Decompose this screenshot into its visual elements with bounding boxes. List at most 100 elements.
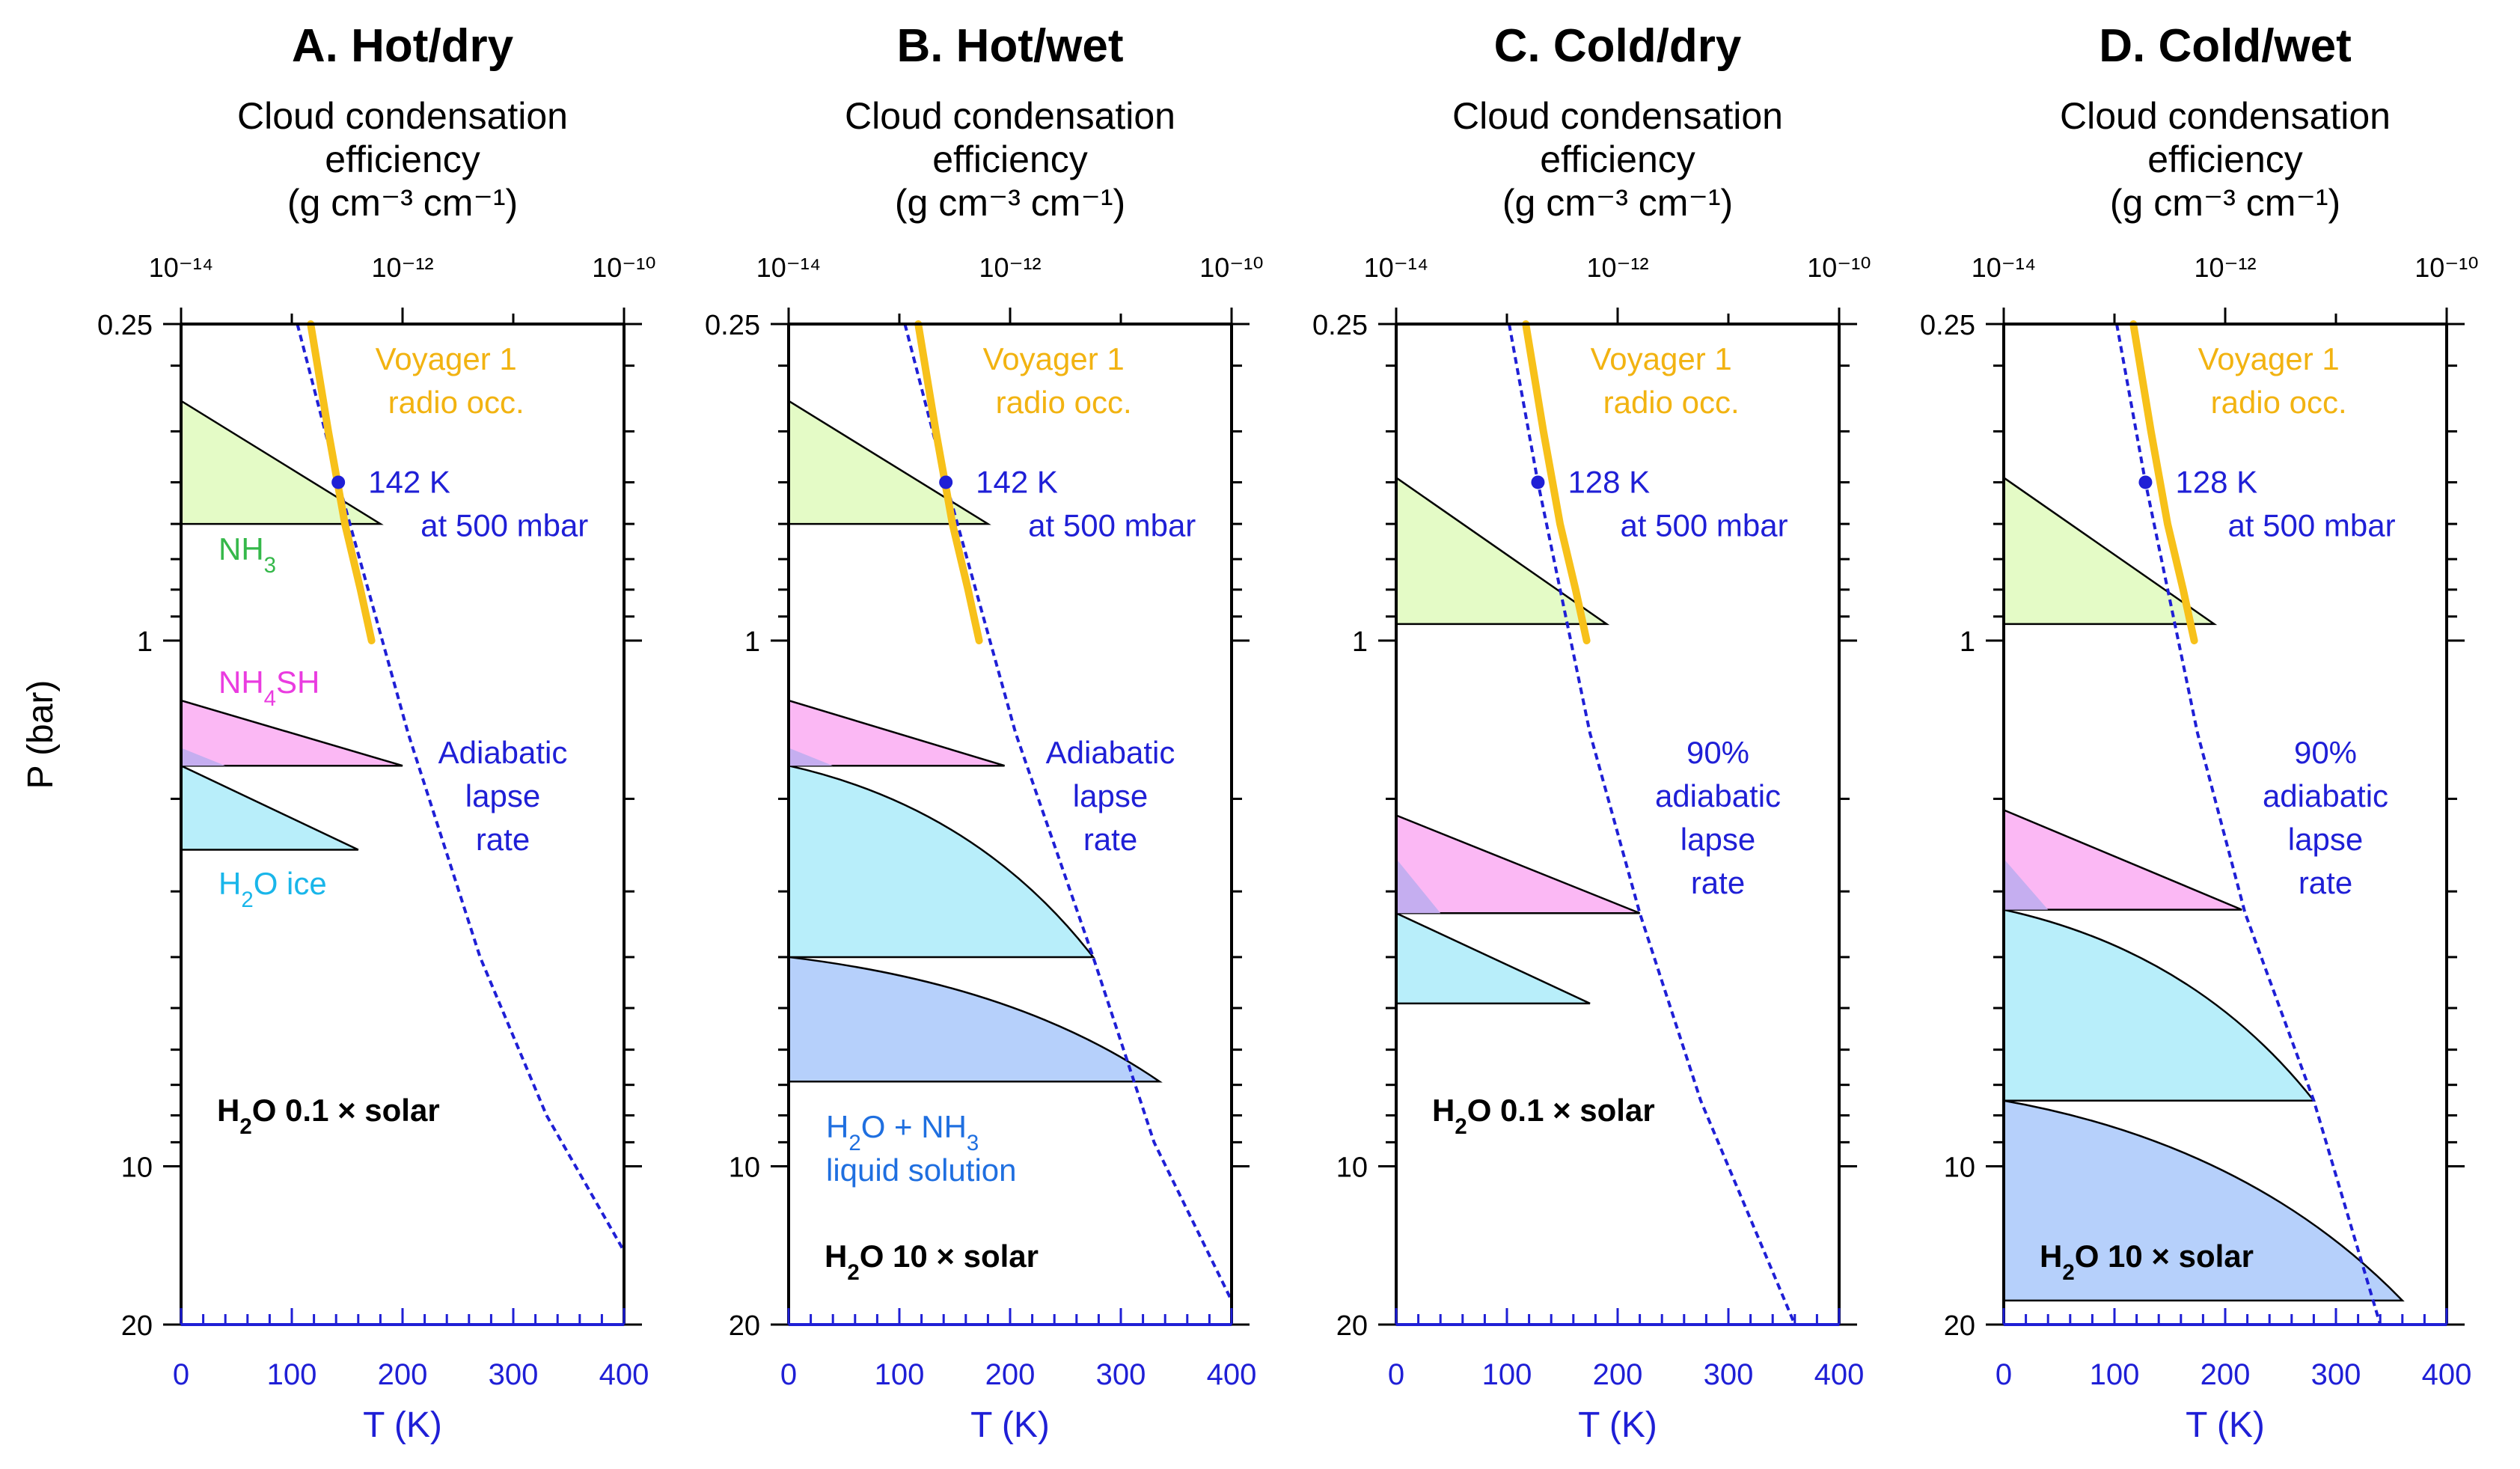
reference-point-marker bbox=[939, 475, 953, 489]
cloud-h2o_ice bbox=[787, 764, 1095, 959]
cloud-nh4sh bbox=[787, 699, 1005, 767]
p-tick-label: 20 bbox=[729, 1310, 760, 1342]
t-tick-label: 200 bbox=[2201, 1358, 2251, 1391]
p-tick-label: 10 bbox=[729, 1152, 760, 1184]
label-nh4sh: NH4SH bbox=[218, 665, 319, 711]
label-solution: liquid solution bbox=[826, 1152, 1017, 1188]
panel-b: B. Hot/wet Cloud condensationefficiency(g… bbox=[705, 20, 1264, 1445]
p-tick-label: 10 bbox=[1944, 1152, 1975, 1184]
p-tick-label: 0.25 bbox=[705, 310, 760, 341]
voyager-label: Voyager 1 bbox=[1591, 341, 1732, 376]
p-tick-label: 1 bbox=[744, 626, 760, 658]
panel-c: C. Cold/dry Cloud condensationefficiency(… bbox=[1312, 20, 1871, 1445]
reference-point-label: at 500 mbar bbox=[420, 507, 588, 543]
t-tick-label: 400 bbox=[1814, 1358, 1865, 1391]
top-axis-title-line: efficiency bbox=[2147, 138, 2303, 180]
voyager-label: radio occ. bbox=[388, 385, 525, 420]
cloud-solution bbox=[2002, 1099, 2405, 1302]
composition-label: H2O 10 × solar bbox=[2040, 1239, 2254, 1285]
top-tick-label: 10⁻¹⁴ bbox=[1364, 252, 1429, 283]
top-tick-label: 10⁻¹² bbox=[371, 252, 433, 283]
top-tick-label: 10⁻¹⁴ bbox=[1972, 252, 2037, 283]
top-axis-title-line: (g cm⁻³ cm⁻¹) bbox=[895, 182, 1125, 224]
panel-a: A. Hot/dry Cloud condensationefficiency(g… bbox=[21, 20, 656, 1445]
reference-point-label: 142 K bbox=[976, 464, 1058, 499]
cloud-nh3 bbox=[180, 399, 384, 525]
top-axis-title-line: (g cm⁻³ cm⁻¹) bbox=[2110, 182, 2340, 224]
adiabat-label: rate bbox=[476, 822, 530, 857]
reference-point-label: 142 K bbox=[368, 464, 450, 499]
adiabat-label: 90% bbox=[1686, 735, 1749, 770]
top-axis-title-line: efficiency bbox=[932, 138, 1088, 180]
t-tick-label: 300 bbox=[1704, 1358, 1754, 1391]
top-tick-label: 10⁻¹⁰ bbox=[1807, 252, 1871, 283]
t-tick-label: 0 bbox=[1995, 1358, 2012, 1391]
t-tick-label: 0 bbox=[173, 1358, 189, 1391]
top-tick-label: 10⁻¹⁴ bbox=[149, 252, 214, 283]
top-tick-label: 10⁻¹² bbox=[2194, 252, 2256, 283]
panel-title: C. Cold/dry bbox=[1494, 20, 1742, 72]
voyager-profile bbox=[2129, 320, 2198, 644]
x-axis-label: T (K) bbox=[1578, 1405, 1657, 1445]
t-tick-label: 100 bbox=[1482, 1358, 1532, 1391]
t-tick-label: 300 bbox=[2311, 1358, 2361, 1391]
cloud-h2o_ice bbox=[180, 764, 359, 851]
reference-point-label: 128 K bbox=[1568, 464, 1650, 499]
top-tick-label: 10⁻¹² bbox=[1586, 252, 1648, 283]
voyager-profile bbox=[307, 320, 376, 644]
top-axis-title-line: efficiency bbox=[325, 138, 480, 180]
composition-label: H2O 0.1 × solar bbox=[1432, 1093, 1655, 1139]
composition-label: H2O 10 × solar bbox=[825, 1239, 1039, 1285]
adiabat-label: rate bbox=[1691, 865, 1745, 900]
p-tick-label: 1 bbox=[137, 626, 153, 658]
adiabat-label: lapse bbox=[1073, 778, 1148, 813]
top-axis-title-line: (g cm⁻³ cm⁻¹) bbox=[1502, 182, 1733, 224]
p-tick-label: 1 bbox=[1352, 626, 1368, 658]
top-tick-label: 10⁻¹² bbox=[979, 252, 1041, 283]
cloud-h2o_ice bbox=[1395, 911, 1591, 1005]
adiabat-label: Adiabatic bbox=[1046, 735, 1175, 770]
adiabat-label: rate bbox=[2299, 865, 2352, 900]
t-tick-label: 100 bbox=[875, 1358, 925, 1391]
adiabat-label: Adiabatic bbox=[438, 735, 568, 770]
voyager-profile bbox=[1522, 320, 1591, 644]
t-tick-label: 0 bbox=[1388, 1358, 1404, 1391]
top-axis-title-line: (g cm⁻³ cm⁻¹) bbox=[287, 182, 518, 224]
adiabat-label: lapse bbox=[465, 778, 540, 813]
p-tick-label: 10 bbox=[121, 1152, 153, 1184]
cloud-overlap bbox=[789, 748, 834, 766]
panel-d: D. Cold/wet Cloud condensationefficiency(… bbox=[1920, 20, 2479, 1445]
voyager-label: radio occ. bbox=[1603, 385, 1740, 420]
voyager-label: radio occ. bbox=[2211, 385, 2347, 420]
reference-point-marker bbox=[1531, 475, 1545, 489]
t-tick-label: 200 bbox=[1593, 1358, 1643, 1391]
t-tick-label: 400 bbox=[1207, 1358, 1257, 1391]
t-tick-label: 400 bbox=[2422, 1358, 2472, 1391]
y-axis-label: P (bar) bbox=[21, 680, 61, 790]
p-tick-label: 0.25 bbox=[1312, 310, 1368, 341]
top-axis-title-line: efficiency bbox=[1540, 138, 1695, 180]
cloud-nh4sh bbox=[2002, 808, 2242, 911]
cloud-overlap bbox=[1396, 858, 1441, 914]
voyager-label: Voyager 1 bbox=[2198, 341, 2340, 376]
cloud-overlap bbox=[181, 748, 226, 766]
top-tick-label: 10⁻¹⁰ bbox=[2415, 252, 2478, 283]
t-tick-label: 100 bbox=[2090, 1358, 2140, 1391]
cloud-nh3 bbox=[787, 399, 991, 525]
cloud-h2o_ice bbox=[2002, 908, 2316, 1102]
p-tick-label: 10 bbox=[1336, 1152, 1368, 1184]
top-tick-label: 10⁻¹⁰ bbox=[1199, 252, 1263, 283]
reference-point-label: at 500 mbar bbox=[2227, 507, 2395, 543]
top-tick-label: 10⁻¹⁰ bbox=[592, 252, 655, 283]
adiabat-line bbox=[1508, 323, 1796, 1325]
adiabat-label: rate bbox=[1083, 822, 1137, 857]
t-tick-label: 200 bbox=[378, 1358, 428, 1391]
voyager-label: Voyager 1 bbox=[983, 341, 1125, 376]
t-tick-label: 200 bbox=[985, 1358, 1036, 1391]
x-axis-label: T (K) bbox=[970, 1405, 1050, 1445]
reference-point-marker bbox=[331, 475, 346, 489]
x-axis-label: T (K) bbox=[363, 1405, 442, 1445]
top-axis-title-line: Cloud condensation bbox=[1452, 95, 1783, 137]
label-solution: H2O + NH3 bbox=[826, 1109, 979, 1155]
